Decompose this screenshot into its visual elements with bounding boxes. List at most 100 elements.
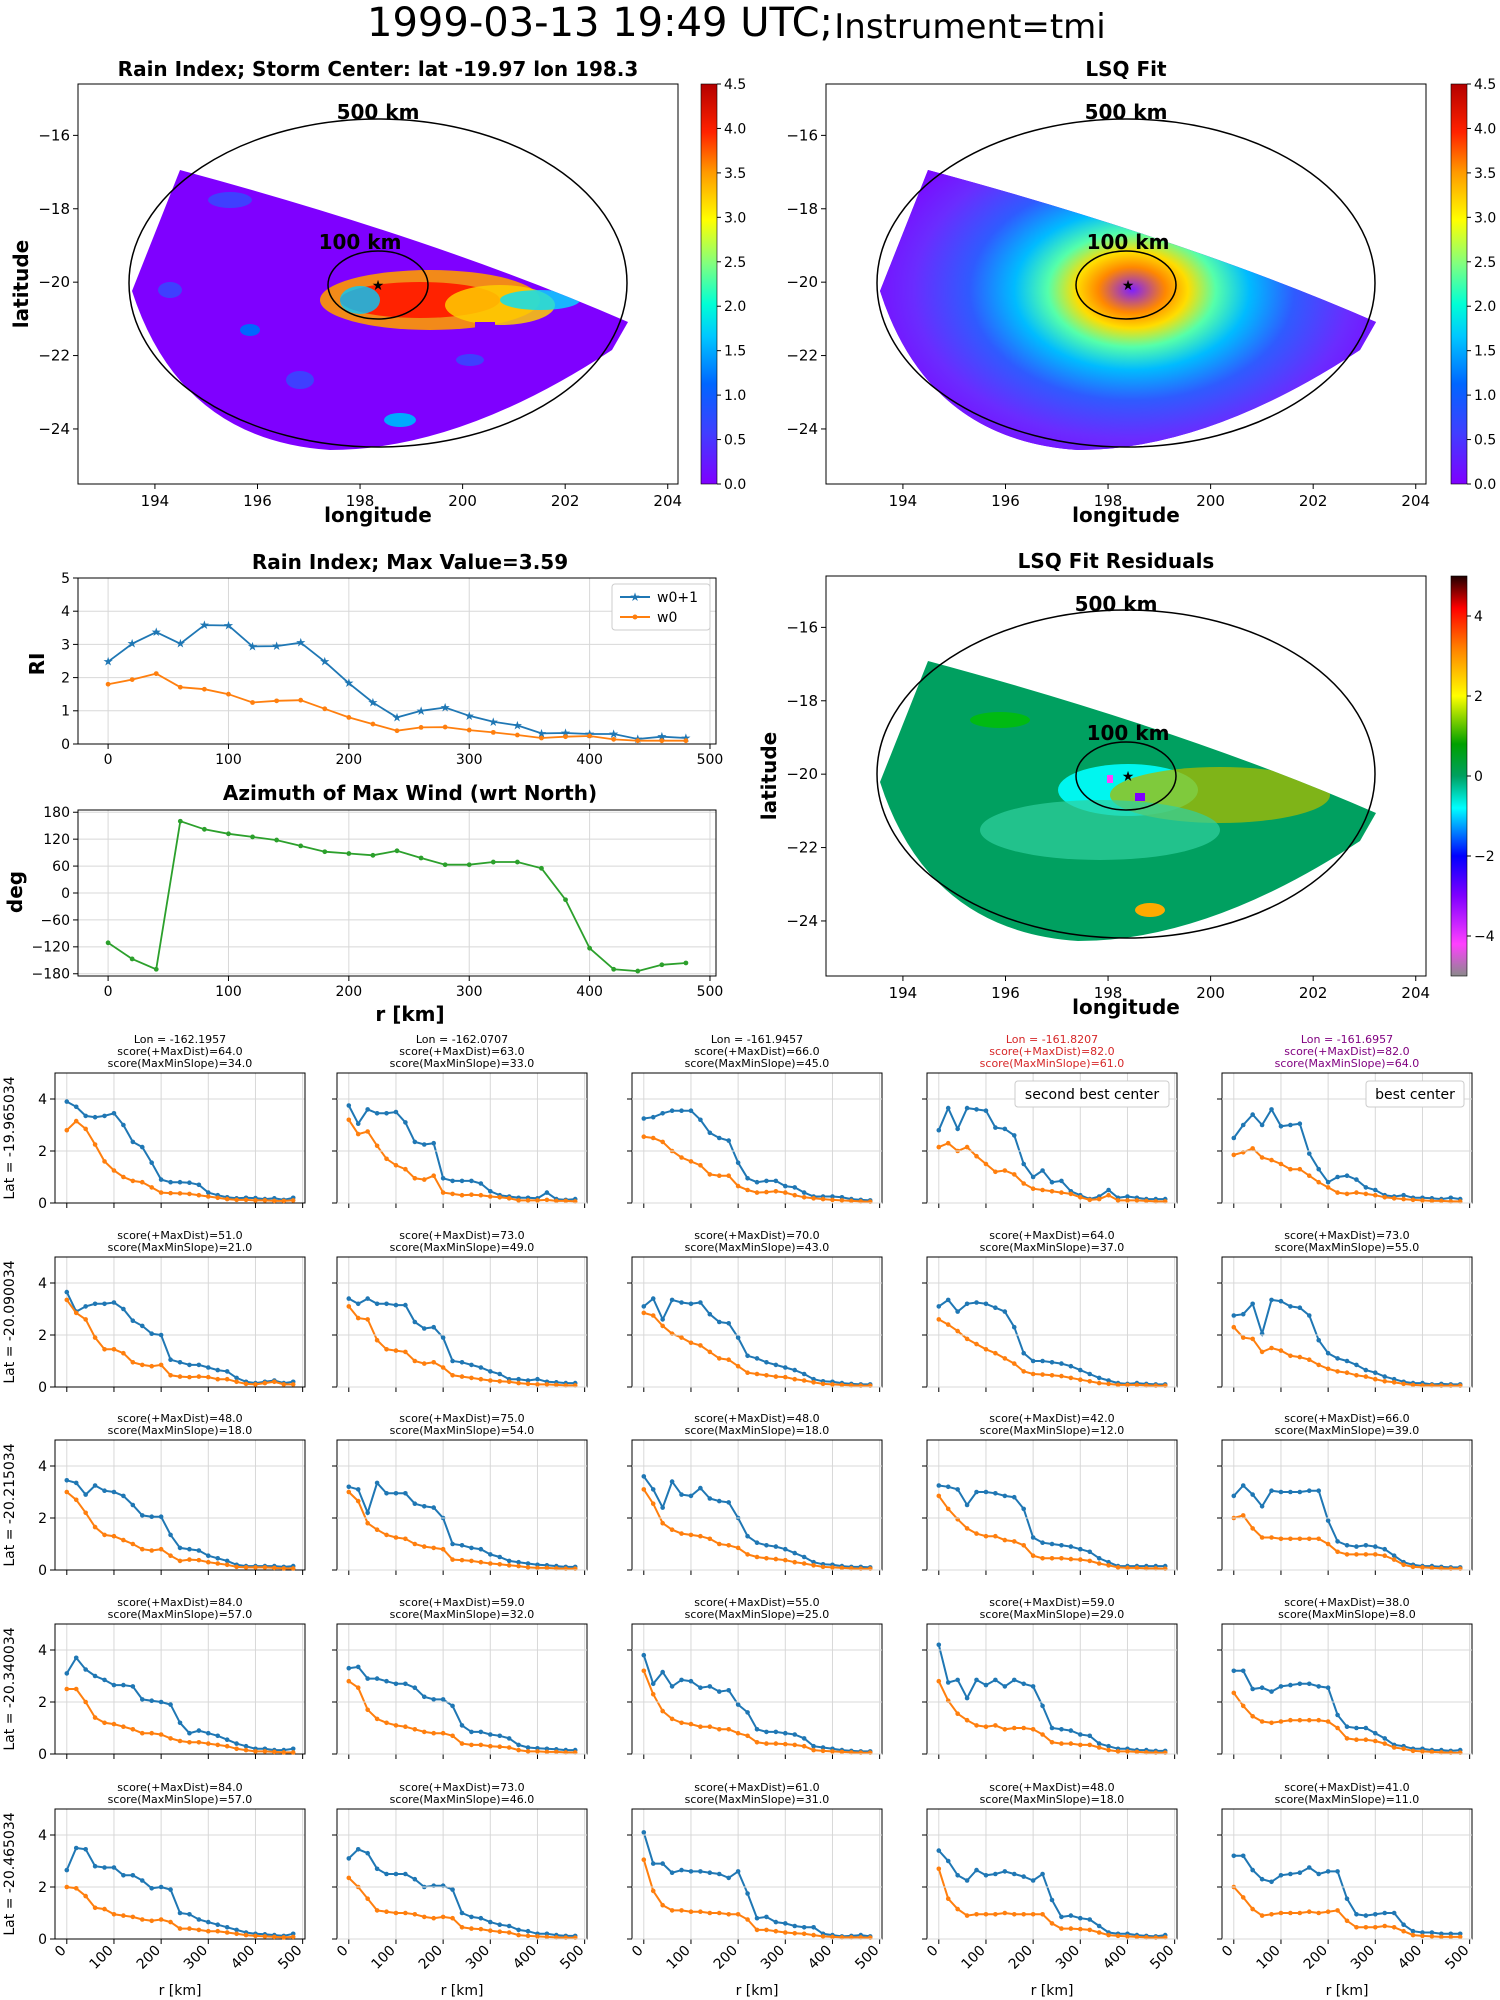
data-point <box>1078 1546 1083 1552</box>
data-point <box>384 1871 389 1877</box>
data-point <box>431 1545 436 1551</box>
data-point <box>820 1381 826 1387</box>
data-point <box>374 1908 380 1913</box>
data-point <box>1306 1151 1312 1156</box>
data-point <box>669 1908 675 1913</box>
data-point <box>224 1930 230 1935</box>
cbar-tick-label: 1.5 <box>724 344 746 360</box>
data-point <box>459 1178 465 1184</box>
data-point <box>290 1934 296 1940</box>
panel-score-minslope: score(MaxMinSlope)=55.0 <box>1275 1241 1420 1254</box>
data-point <box>516 1932 521 1938</box>
data-point <box>298 843 304 849</box>
data-point <box>1316 1871 1321 1877</box>
data-point <box>1325 1185 1331 1190</box>
data-point: ★ <box>247 639 258 653</box>
data-point <box>716 1727 722 1732</box>
plot-axes <box>336 1256 588 1388</box>
data-point <box>412 1139 418 1145</box>
data-point <box>811 1380 816 1385</box>
data-point <box>431 1140 436 1146</box>
data-point <box>764 1189 769 1195</box>
data-point <box>177 1360 183 1365</box>
data-point <box>698 1685 703 1690</box>
data-point <box>1344 1543 1350 1548</box>
data-point <box>1363 1543 1369 1548</box>
panel-score-maxdist: score(+MaxDist)=73.0 <box>399 1781 524 1794</box>
data-point <box>459 1723 465 1728</box>
data-point <box>945 1322 951 1327</box>
data-point <box>158 1732 164 1737</box>
data-point <box>497 1922 503 1927</box>
data-point <box>525 1928 531 1934</box>
data-point <box>83 1699 88 1705</box>
data-point: ★ <box>103 655 114 669</box>
xtick-label: 0 <box>334 1943 352 1961</box>
data-point <box>1231 1152 1237 1158</box>
data-point: ★ <box>656 730 667 744</box>
data-point <box>1059 1926 1064 1931</box>
data-point <box>497 1371 503 1377</box>
data-point <box>506 1745 512 1750</box>
data-point <box>206 1374 211 1380</box>
data-point <box>440 1190 446 1195</box>
cbar-tick-label: 4.5 <box>724 77 746 93</box>
data-point <box>206 1730 211 1736</box>
data-point <box>1087 1549 1093 1555</box>
data-point <box>403 1910 408 1916</box>
data-point <box>374 1337 380 1343</box>
data-point <box>298 697 304 703</box>
lsq-fit-map: LSQ Fit 500 km 100 km ★ longitude 194 196… <box>786 57 1496 527</box>
data-point <box>64 1478 70 1483</box>
data-point <box>820 1564 826 1570</box>
data-point <box>384 1347 389 1352</box>
data-point <box>1429 1198 1435 1204</box>
data-point <box>1068 1191 1074 1197</box>
data-point <box>764 1373 769 1378</box>
data-point <box>1335 1908 1340 1913</box>
cbar-tick-label: 0.5 <box>724 433 746 449</box>
data-point <box>660 1317 665 1322</box>
data-point <box>1401 1746 1406 1752</box>
xtick-label: 200 <box>1006 1943 1036 1973</box>
data-point <box>506 1379 512 1385</box>
data-point <box>102 1677 107 1683</box>
data-point <box>1354 1544 1359 1549</box>
map-ytick-label: −16 <box>38 126 70 144</box>
data-point <box>440 1176 446 1181</box>
data-point <box>158 1917 164 1922</box>
data-point <box>1002 1309 1008 1314</box>
data-point <box>773 1741 779 1746</box>
data-point <box>525 1749 531 1754</box>
data-point <box>698 1724 703 1729</box>
data-point <box>488 1378 493 1383</box>
data-point <box>121 1724 126 1729</box>
cbar-tick-label: −4 <box>1474 929 1495 945</box>
data-point <box>754 1356 760 1361</box>
data-point <box>679 1492 684 1497</box>
data-point <box>187 1362 192 1368</box>
data-point <box>346 1489 352 1495</box>
data-point <box>421 1177 427 1182</box>
lsq-center-marker: ★ <box>1122 278 1135 294</box>
data-point <box>641 1116 647 1121</box>
map-ytick-label: −22 <box>786 839 818 857</box>
data-point <box>811 1925 816 1930</box>
data-point <box>1259 1349 1265 1355</box>
data-point <box>64 1099 70 1104</box>
data-point <box>964 1301 970 1307</box>
candidate-panel: score(MaxMinSlope)=39.0score(+MaxDist)=6… <box>1217 1412 1473 1575</box>
data-point <box>745 1710 750 1715</box>
data-point <box>964 1717 970 1723</box>
data-point <box>1231 1493 1237 1499</box>
data-point <box>431 1324 436 1330</box>
data-point <box>1002 1537 1008 1543</box>
ytick-label: 180 <box>43 805 70 821</box>
data-point <box>322 849 328 855</box>
panel-score-maxdist: score(+MaxDist)=82.0 <box>989 1045 1114 1058</box>
data-point <box>1115 1749 1121 1754</box>
data-point <box>1040 1912 1045 1917</box>
data-point <box>393 1910 399 1916</box>
data-point <box>716 1498 722 1504</box>
data-point <box>764 1360 769 1365</box>
